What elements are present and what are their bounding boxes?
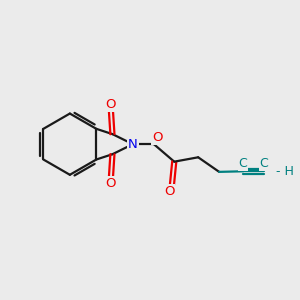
Text: C: C <box>239 157 248 169</box>
Text: - H: - H <box>276 165 294 178</box>
Text: O: O <box>106 177 116 190</box>
Text: O: O <box>152 131 163 144</box>
Text: C: C <box>260 157 268 169</box>
Text: O: O <box>106 98 116 111</box>
Text: O: O <box>164 185 174 198</box>
Text: N: N <box>128 138 138 151</box>
